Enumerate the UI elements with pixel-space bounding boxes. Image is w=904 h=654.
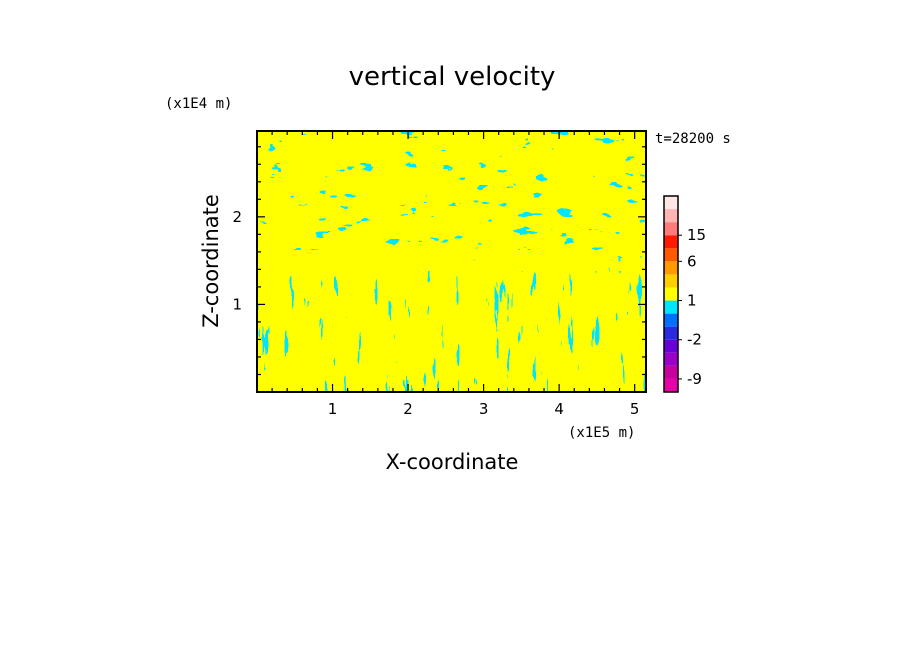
- colorbar-segment: [664, 196, 678, 210]
- colorbar-frame: [663, 195, 679, 393]
- colorbar-segment: [664, 248, 678, 262]
- colorbar-segment: [664, 378, 678, 392]
- x-tick-label: 2: [403, 400, 413, 418]
- colorbar-segment: [664, 209, 678, 223]
- x-tick-label: 1: [328, 400, 338, 418]
- y-axis-label: Z-coordinate: [199, 194, 223, 328]
- colorbar-segment: [664, 222, 678, 236]
- velocity-field: [257, 131, 646, 392]
- y-tick-label: 1: [232, 295, 242, 313]
- colorbar-segment: [664, 365, 678, 379]
- field-blob-pattern: [257, 131, 646, 271]
- colorbar-segment: [664, 313, 678, 327]
- chart-title: vertical velocity: [349, 62, 556, 92]
- colorbar-tick-label: -2: [687, 331, 702, 349]
- time-label: t=28200 s: [655, 131, 731, 147]
- colorbar-segment: [664, 352, 678, 366]
- colorbar-segment: [664, 274, 678, 288]
- colorbar-segment: [664, 339, 678, 353]
- y-axis-ticks: 12: [232, 146, 646, 376]
- field-streak-pattern: [257, 250, 646, 392]
- x-tick-label: 5: [630, 400, 640, 418]
- colorbar-segment: [664, 287, 678, 301]
- x-axis-ticks: 1 2 3 4 5: [271, 131, 640, 418]
- x-tick-label: 3: [479, 400, 489, 418]
- colorbar-segment: [664, 300, 678, 314]
- y-tick-label: 2: [232, 208, 242, 226]
- colorbar-segment: [664, 261, 678, 275]
- colorbar-tick-label: 15: [687, 226, 706, 244]
- colorbar: [664, 196, 678, 392]
- y-unit-label: (x1E4 m): [165, 96, 232, 112]
- x-tick-label: 4: [554, 400, 564, 418]
- x-unit-label: (x1E5 m): [568, 425, 635, 441]
- colorbar-segment: [664, 235, 678, 249]
- x-axis-label: X-coordinate: [386, 450, 519, 474]
- colorbar-tick-label: 6: [687, 252, 697, 270]
- colorbar-tick-label: -9: [687, 370, 702, 388]
- colorbar-ticks: 15 6 1 -2 -9: [678, 226, 706, 388]
- plot-frame: [256, 130, 647, 393]
- colorbar-tick-label: 1: [687, 292, 697, 310]
- colorbar-segment: [664, 326, 678, 340]
